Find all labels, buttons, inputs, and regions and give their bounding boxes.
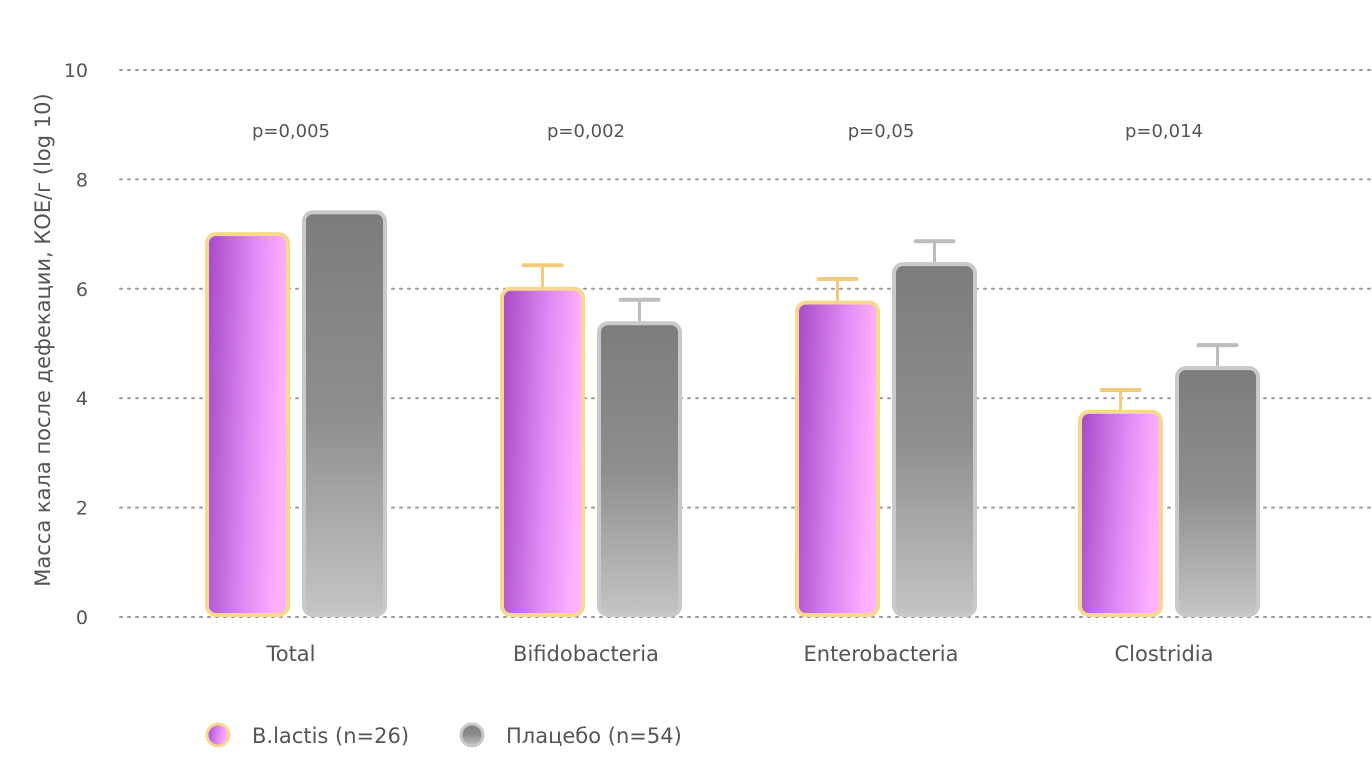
y-tick-label: 10 — [64, 60, 88, 82]
bar-blactis — [1078, 409, 1163, 617]
bar-blactis — [795, 300, 880, 617]
y-tick-label: 4 — [76, 388, 88, 410]
x-tick-label: Bifidobacteria — [513, 642, 659, 666]
bar-placebo — [1175, 366, 1260, 617]
y-tick-label: 0 — [76, 607, 88, 629]
bar-placebo — [597, 321, 682, 617]
x-tick-label: Total — [265, 642, 315, 666]
p-value-label: p=0,005 — [252, 121, 330, 142]
p-value-label: p=0,05 — [848, 121, 915, 142]
p-value-label: p=0,002 — [547, 121, 625, 142]
y-tick-label: 6 — [76, 279, 88, 301]
bar-placebo — [892, 262, 977, 617]
legend-marker — [459, 722, 485, 748]
legend-marker — [205, 722, 231, 748]
x-tick-label: Clostridia — [1114, 642, 1213, 666]
p-value-label: p=0,014 — [1125, 121, 1203, 142]
bar-blactis — [500, 286, 585, 617]
bar-placebo — [302, 210, 387, 617]
y-tick-label: 8 — [76, 169, 88, 191]
y-axis-label: Масса кала после дефекации, КОЕ/г (log 1… — [31, 93, 55, 586]
bar-blactis — [205, 232, 290, 617]
legend-label: B.lactis (n=26) — [252, 724, 409, 748]
x-tick-label: Enterobacteria — [804, 642, 959, 666]
y-tick-label: 2 — [76, 498, 88, 520]
legend-label: Плацебо (n=54) — [506, 724, 682, 748]
